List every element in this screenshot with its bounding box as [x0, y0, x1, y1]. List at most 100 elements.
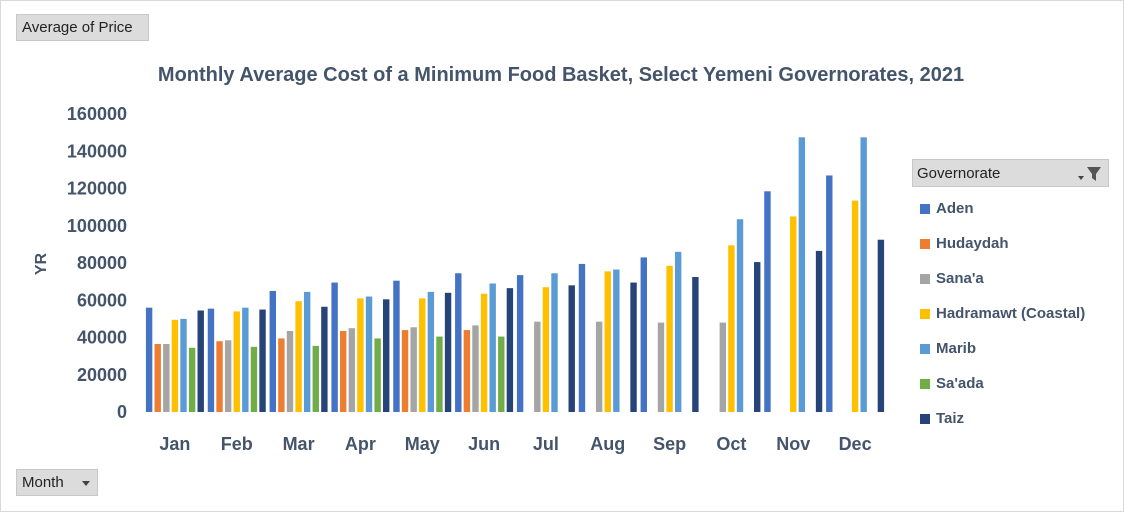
bar[interactable]	[145, 307, 153, 412]
bar[interactable]	[719, 322, 727, 412]
bar[interactable]	[815, 250, 823, 412]
bar[interactable]	[427, 291, 435, 412]
bar[interactable]	[207, 308, 215, 412]
bar[interactable]	[401, 330, 409, 412]
legend-swatch	[920, 308, 930, 319]
legend-item[interactable]: Hadramawt (Coastal)	[912, 296, 1109, 331]
bar[interactable]	[630, 282, 637, 412]
bar[interactable]	[498, 336, 505, 412]
legend: Governorate Aden Hudaydah Sana'a Hadramawt …	[912, 159, 1109, 436]
bar[interactable]	[578, 263, 586, 412]
y-tick-label: 140000	[67, 141, 127, 161]
filter-funnel-icon[interactable]	[1086, 166, 1102, 182]
x-tick-label: Jul	[533, 434, 559, 454]
bar[interactable]	[534, 321, 541, 412]
legend-item[interactable]: Sana'a	[912, 261, 1109, 296]
y-tick-label: 40000	[77, 328, 127, 348]
bar[interactable]	[516, 275, 524, 412]
bar[interactable]	[666, 265, 673, 412]
bar[interactable]	[674, 251, 682, 412]
bar[interactable]	[444, 292, 452, 412]
bar[interactable]	[233, 311, 240, 412]
bar[interactable]	[728, 245, 735, 412]
legend-swatch	[920, 343, 930, 354]
bar[interactable]	[303, 291, 311, 412]
bar[interactable]	[860, 137, 867, 412]
bar[interactable]	[692, 276, 699, 412]
bar[interactable]	[374, 338, 381, 412]
bar[interactable]	[242, 307, 249, 412]
x-tick-label: Sep	[653, 434, 686, 454]
bar[interactable]	[365, 296, 373, 412]
bar[interactable]	[163, 344, 170, 412]
legend-item[interactable]: Aden	[912, 191, 1109, 226]
bar[interactable]	[736, 219, 744, 412]
legend-item[interactable]: Taiz	[912, 401, 1109, 436]
bar[interactable]	[551, 273, 558, 412]
legend-swatch	[920, 378, 930, 389]
bar[interactable]	[340, 330, 347, 412]
bar[interactable]	[657, 322, 665, 412]
bar[interactable]	[506, 288, 514, 412]
bar[interactable]	[489, 283, 496, 412]
bar[interactable]	[278, 338, 285, 412]
value-field-button[interactable]: Average of Price	[16, 14, 149, 41]
legend-item[interactable]: Hudaydah	[912, 226, 1109, 261]
bar[interactable]	[216, 341, 223, 412]
bar[interactable]	[197, 310, 204, 412]
bar[interactable]	[640, 257, 647, 412]
bar[interactable]	[542, 287, 550, 412]
bar[interactable]	[604, 271, 611, 412]
row-field-button[interactable]: Month	[16, 469, 98, 496]
y-tick-label: 0	[117, 402, 127, 422]
legend-items: Aden Hudaydah Sana'a Hadramawt (Coastal) Mar…	[912, 191, 1109, 436]
legend-swatch	[920, 413, 930, 424]
bar[interactable]	[357, 298, 364, 412]
bar[interactable]	[790, 216, 797, 412]
legend-item[interactable]: Marib	[912, 331, 1109, 366]
bar[interactable]	[463, 330, 471, 412]
bar[interactable]	[331, 282, 338, 412]
bar[interactable]	[154, 344, 161, 412]
bar[interactable]	[798, 137, 806, 412]
bar[interactable]	[826, 175, 833, 412]
bar[interactable]	[188, 347, 196, 412]
bar[interactable]	[419, 298, 426, 412]
bar[interactable]	[286, 330, 294, 412]
bar[interactable]	[436, 336, 443, 412]
legend-item[interactable]: Sa'ada	[912, 366, 1109, 401]
value-field-label: Average of Price	[22, 19, 133, 36]
bar[interactable]	[269, 290, 276, 412]
bar[interactable]	[321, 306, 328, 412]
bar[interactable]	[613, 269, 620, 412]
bar[interactable]	[224, 340, 232, 412]
legend-field-label: Governorate	[917, 164, 1001, 182]
x-tick-label: May	[405, 434, 440, 454]
chart-title: Monthly Average Cost of a Minimum Food B…	[158, 64, 964, 86]
legend-label: Sa'ada	[936, 375, 984, 392]
bar[interactable]	[595, 321, 603, 412]
bar[interactable]	[877, 239, 885, 412]
bar[interactable]	[754, 262, 761, 412]
bars-group	[145, 137, 885, 412]
x-tick-label: Jun	[468, 434, 500, 454]
chevron-down-icon	[1078, 176, 1084, 180]
bar[interactable]	[383, 299, 390, 412]
bar[interactable]	[410, 327, 417, 412]
bar[interactable]	[393, 280, 400, 412]
bar[interactable]	[295, 301, 302, 412]
bar[interactable]	[480, 293, 488, 412]
bar[interactable]	[259, 309, 266, 412]
bar[interactable]	[455, 273, 462, 412]
bar[interactable]	[851, 200, 859, 412]
bar[interactable]	[180, 318, 187, 412]
bar[interactable]	[472, 325, 479, 412]
bar[interactable]	[312, 345, 319, 412]
bar[interactable]	[250, 346, 258, 412]
bar[interactable]	[171, 319, 179, 412]
bar[interactable]	[764, 191, 771, 412]
legend-field-button[interactable]: Governorate	[912, 159, 1109, 187]
bar[interactable]	[348, 328, 356, 412]
bar[interactable]	[568, 285, 575, 412]
